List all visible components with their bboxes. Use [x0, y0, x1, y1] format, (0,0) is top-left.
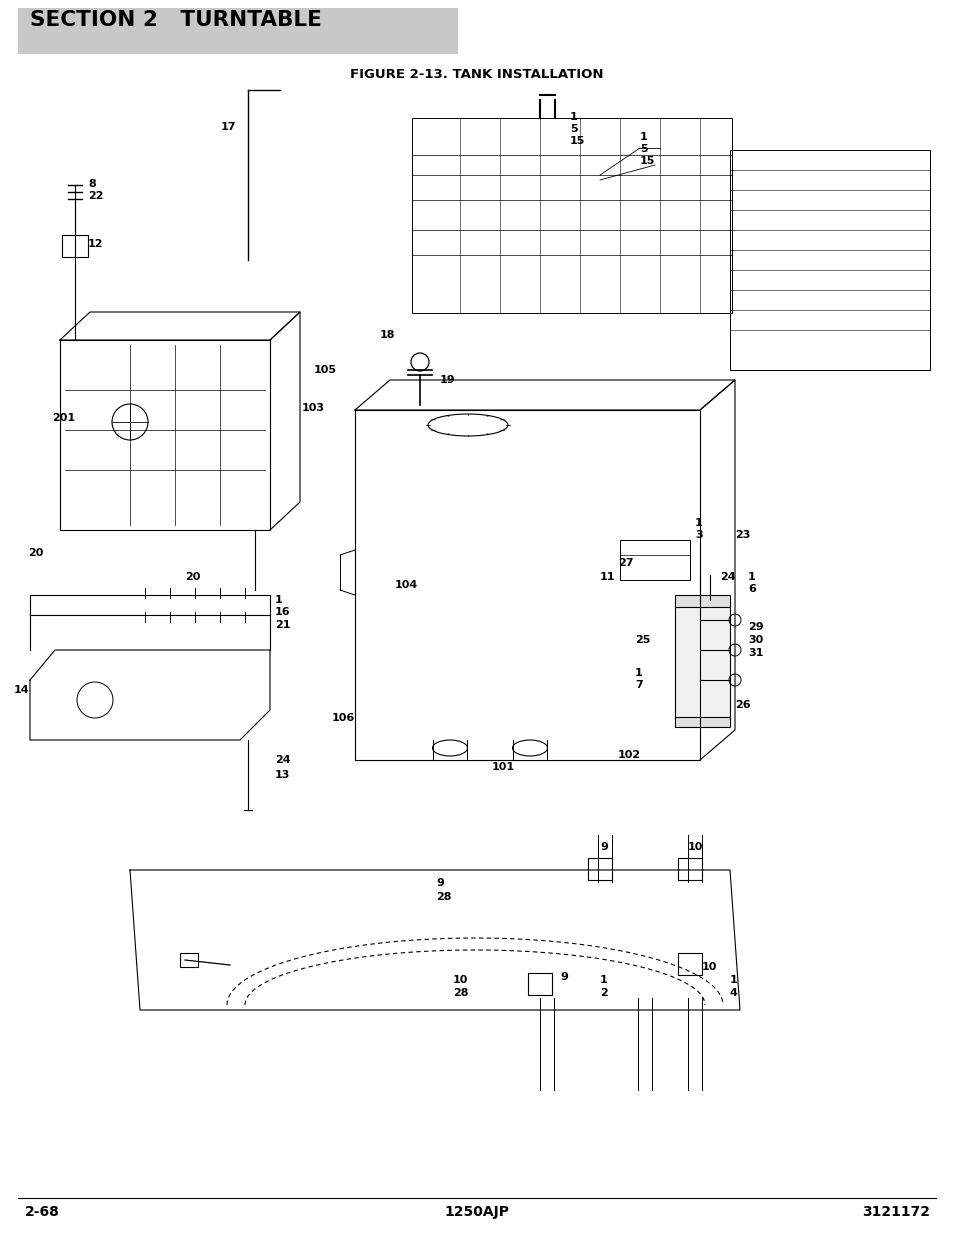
Bar [587, 858, 612, 881]
Text: 13: 13 [274, 769, 290, 781]
Text: 22: 22 [88, 191, 103, 201]
Text: 9: 9 [599, 842, 607, 852]
Text: 16: 16 [274, 606, 291, 618]
Text: 11: 11 [599, 572, 615, 582]
Text: 10: 10 [687, 842, 702, 852]
Text: 20: 20 [185, 572, 200, 582]
Text: 19: 19 [439, 375, 456, 385]
Bar [180, 953, 198, 967]
Text: 1: 1 [729, 974, 737, 986]
Text: 21: 21 [274, 620, 291, 630]
Text: 14: 14 [14, 685, 30, 695]
Text: 106: 106 [332, 713, 355, 722]
Text: 4: 4 [729, 988, 737, 998]
Text: 28: 28 [453, 988, 468, 998]
Text: 9: 9 [559, 972, 567, 982]
Bar [619, 540, 689, 580]
Text: 1: 1 [747, 572, 755, 582]
Text: 17: 17 [220, 122, 235, 132]
Text: 15: 15 [639, 156, 655, 165]
Bar [678, 858, 701, 881]
Text: 27: 27 [618, 558, 633, 568]
Text: 18: 18 [379, 330, 395, 340]
Text: 101: 101 [492, 762, 515, 772]
Text: 1: 1 [695, 517, 702, 529]
Text: 31: 31 [747, 648, 762, 658]
Text: 28: 28 [436, 892, 451, 902]
Text: 1: 1 [635, 668, 642, 678]
Text: 1: 1 [274, 595, 282, 605]
Text: 8: 8 [88, 179, 95, 189]
Bar [675, 600, 729, 720]
Text: 103: 103 [302, 403, 325, 412]
Text: 10: 10 [453, 974, 468, 986]
Text: 24: 24 [274, 755, 291, 764]
Text: 20: 20 [28, 548, 43, 558]
Text: 2-68: 2-68 [25, 1205, 60, 1219]
Text: 15: 15 [569, 136, 585, 146]
Text: 1: 1 [639, 132, 647, 142]
Bar [675, 718, 729, 727]
Bar [18, 7, 457, 54]
Bar [62, 235, 88, 257]
Text: 1: 1 [599, 974, 607, 986]
Text: 10: 10 [701, 962, 717, 972]
Text: 2: 2 [599, 988, 607, 998]
Bar [527, 973, 552, 995]
Text: FIGURE 2-13. TANK INSTALLATION: FIGURE 2-13. TANK INSTALLATION [350, 68, 603, 82]
Bar [412, 119, 731, 312]
Text: 1250AJP: 1250AJP [444, 1205, 509, 1219]
Bar [729, 149, 929, 370]
Text: 3: 3 [695, 530, 702, 540]
Text: 105: 105 [314, 366, 336, 375]
Text: 7: 7 [635, 680, 642, 690]
Text: 1: 1 [569, 112, 578, 122]
Bar [675, 595, 729, 606]
Text: 5: 5 [639, 144, 647, 154]
Text: 26: 26 [734, 700, 750, 710]
Text: 24: 24 [720, 572, 735, 582]
Bar [678, 953, 701, 974]
Text: 104: 104 [395, 580, 417, 590]
Text: 6: 6 [747, 584, 755, 594]
Text: 23: 23 [734, 530, 750, 540]
Text: SECTION 2   TURNTABLE: SECTION 2 TURNTABLE [30, 10, 321, 30]
Text: 30: 30 [747, 635, 762, 645]
Text: 5: 5 [569, 124, 577, 135]
Text: 3121172: 3121172 [862, 1205, 929, 1219]
Text: 9: 9 [436, 878, 443, 888]
Text: 25: 25 [635, 635, 650, 645]
Text: 102: 102 [618, 750, 640, 760]
Text: 201: 201 [52, 412, 75, 424]
Text: 29: 29 [747, 622, 762, 632]
Text: 12: 12 [88, 240, 103, 249]
